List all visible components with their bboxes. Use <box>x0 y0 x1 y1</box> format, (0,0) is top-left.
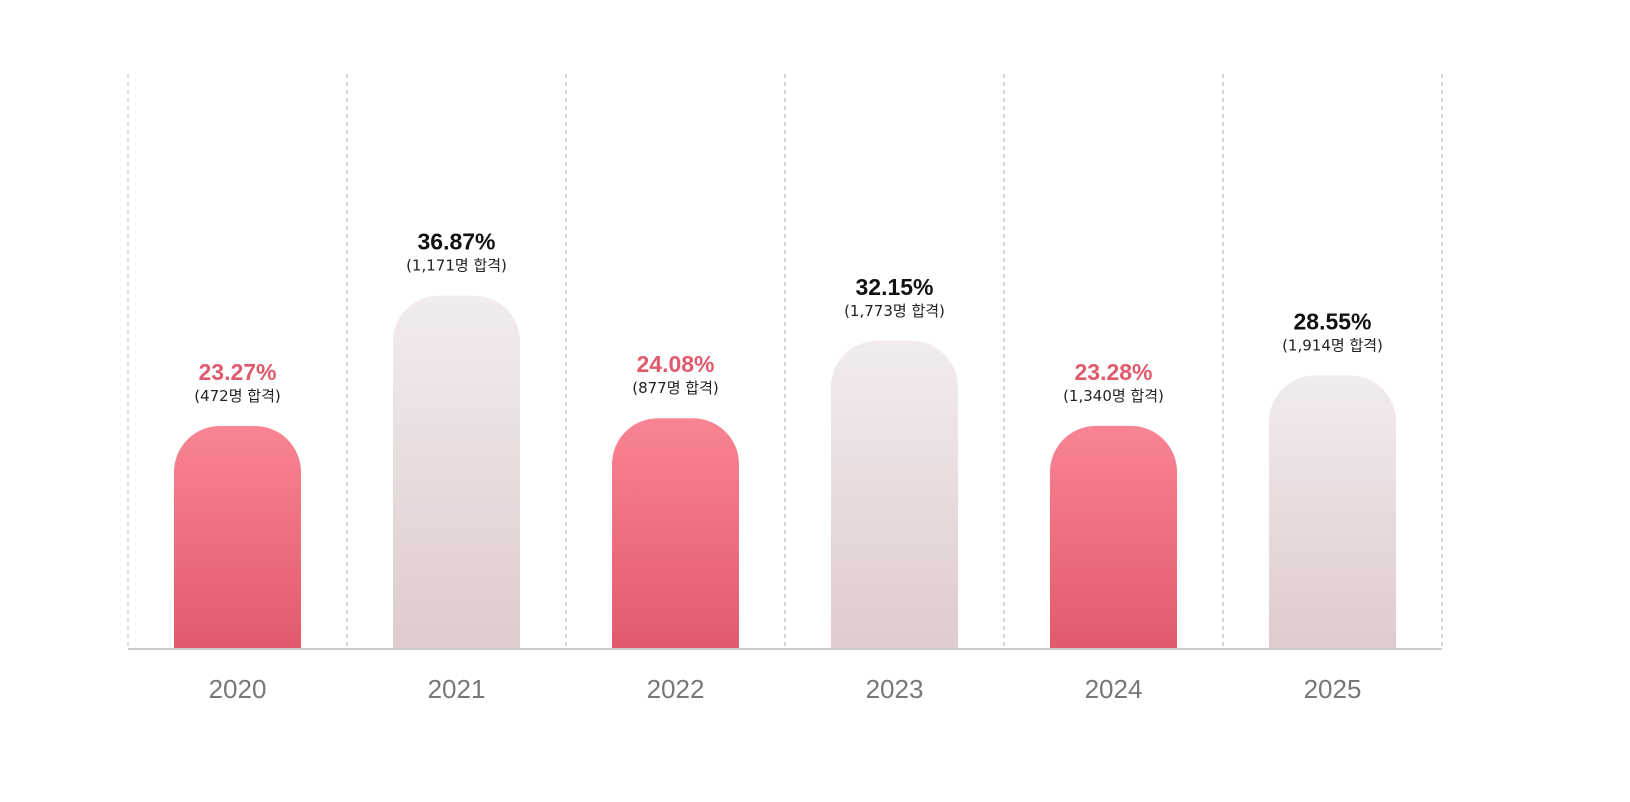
labels: 23.27% (472명 합격) 2020 36.87% (1,171명 합격) 2021… <box>194 229 1383 704</box>
value-label: 23.28% <box>1074 359 1152 385</box>
x-tick-label: 2022 <box>647 674 705 704</box>
value-label: 36.87% <box>417 229 495 255</box>
pass-count-label: (1,340명 합격) <box>1063 387 1164 405</box>
x-tick-label: 2023 <box>866 674 924 704</box>
bar-2022 <box>612 418 739 649</box>
bars <box>174 295 1396 649</box>
grid-lines <box>127 74 1443 649</box>
pass-count-label: (1,171명 합격) <box>406 257 507 275</box>
x-tick-label: 2020 <box>209 674 267 704</box>
value-label: 24.08% <box>636 351 714 377</box>
value-label: 28.55% <box>1293 308 1371 334</box>
pass-count-label: (472명 합격) <box>194 387 281 405</box>
x-tick-label: 2021 <box>428 674 486 704</box>
value-label: 23.27% <box>198 359 276 385</box>
bar-2025 <box>1269 375 1396 649</box>
bar-2021 <box>393 295 520 649</box>
pass-count-label: (1,773명 합격) <box>844 302 945 320</box>
x-tick-label: 2025 <box>1304 674 1362 704</box>
pass-count-label: (877명 합격) <box>632 379 719 397</box>
bar-2020 <box>174 425 301 649</box>
x-tick-label: 2024 <box>1085 674 1143 704</box>
bar-2024 <box>1050 425 1177 649</box>
bar-2023 <box>831 340 958 649</box>
pass-count-label: (1,914명 합격) <box>1282 336 1383 354</box>
value-label: 32.15% <box>855 274 933 300</box>
